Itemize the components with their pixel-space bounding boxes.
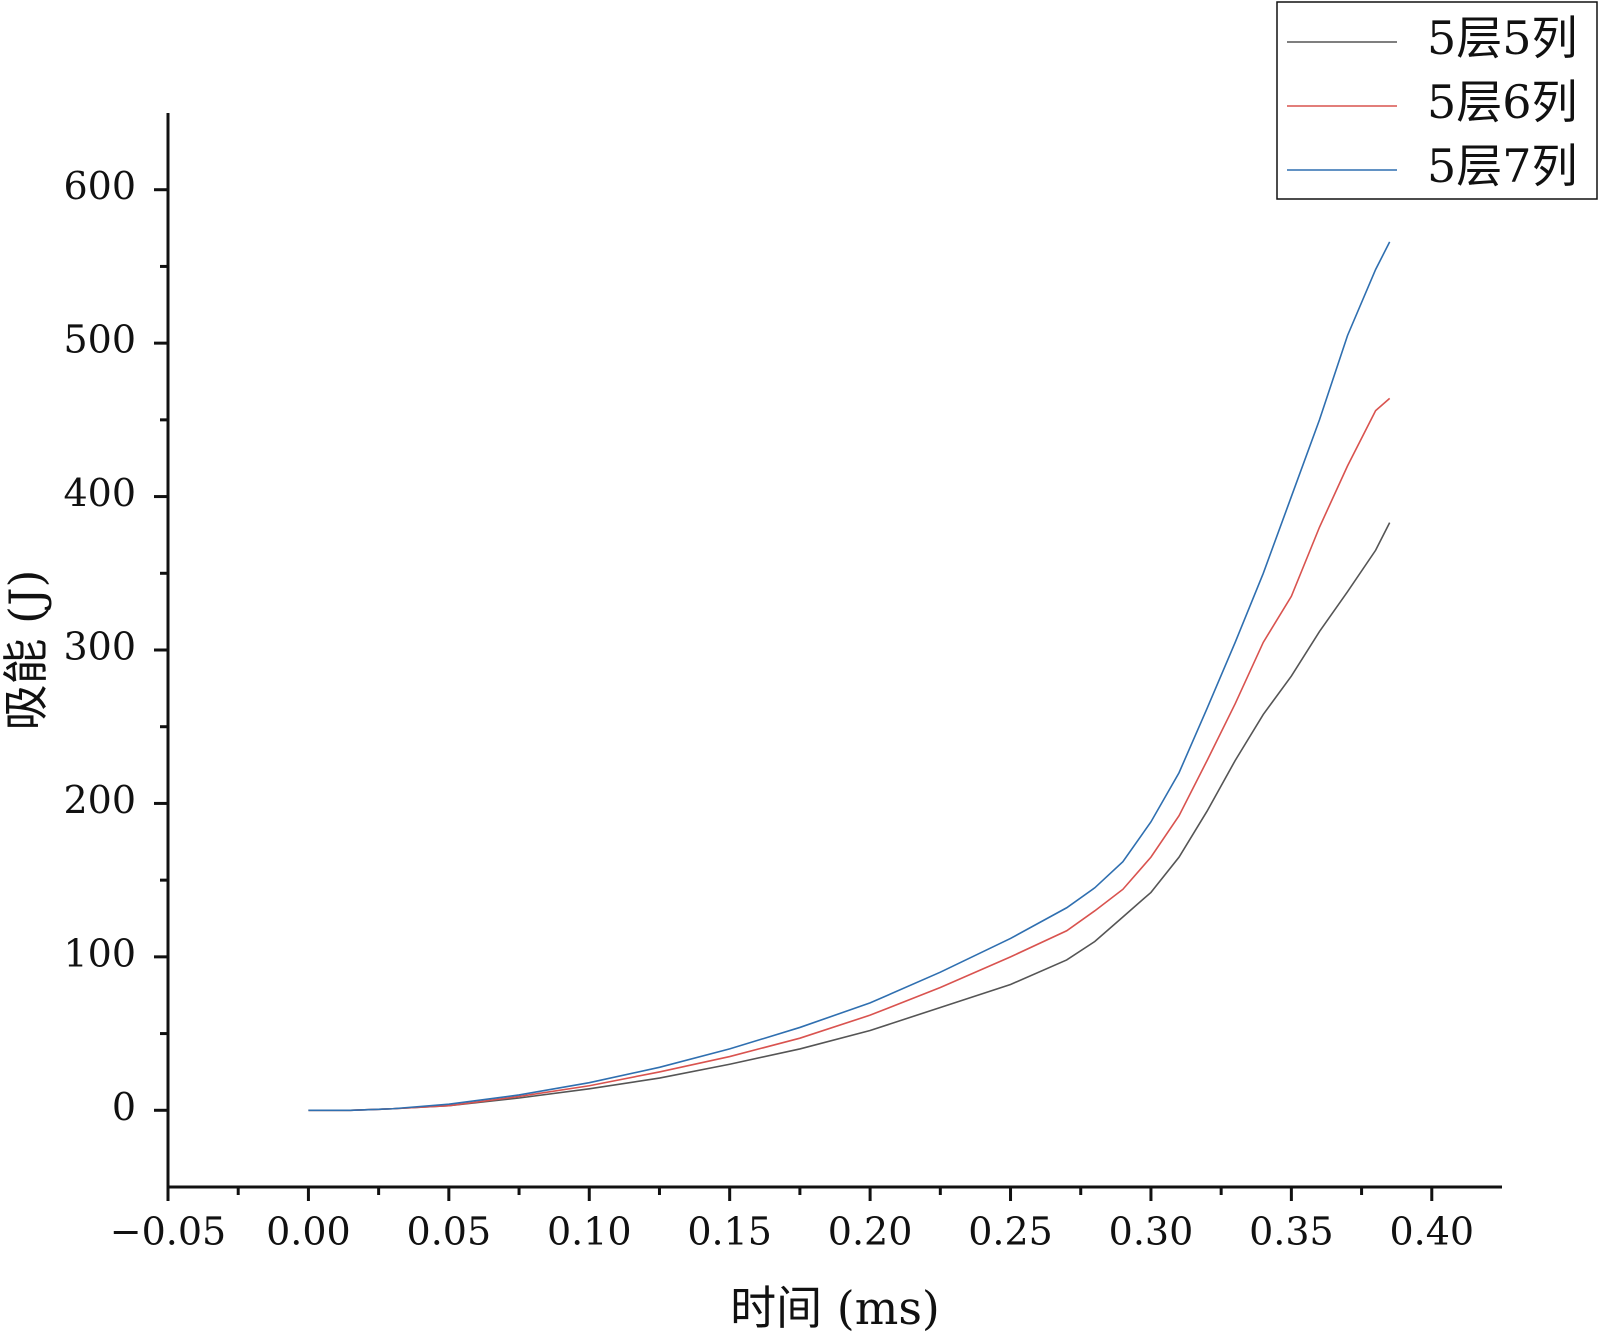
legend-label: 5层7列 bbox=[1427, 139, 1578, 193]
legend-box bbox=[1276, 1, 1598, 200]
x-tick-label: −0.05 bbox=[110, 1210, 226, 1254]
y-tick-label: 100 bbox=[63, 931, 136, 975]
x-tick-label: 0.15 bbox=[687, 1210, 772, 1254]
y-tick-label: 400 bbox=[63, 471, 136, 515]
y-tick-label: 300 bbox=[63, 625, 136, 669]
x-tick-label: 0.30 bbox=[1109, 1210, 1194, 1254]
legend-label: 5层6列 bbox=[1427, 75, 1578, 129]
x-tick-label: 0.25 bbox=[968, 1210, 1053, 1254]
x-tick-label: 0.00 bbox=[266, 1210, 351, 1254]
x-tick-label: 0.20 bbox=[828, 1210, 913, 1254]
x-axis-title: 时间 (ms) bbox=[730, 1281, 940, 1335]
x-tick-label: 0.40 bbox=[1389, 1210, 1474, 1254]
x-tick-label: 0.05 bbox=[407, 1210, 492, 1254]
data-line bbox=[308, 522, 1391, 1112]
x-tick-label: 0.35 bbox=[1249, 1210, 1334, 1254]
x-tick-label: 0.10 bbox=[547, 1210, 632, 1254]
legend-label: 5层5列 bbox=[1427, 11, 1578, 65]
data-line bbox=[308, 397, 1391, 1112]
y-tick-label: 500 bbox=[63, 318, 136, 362]
y-axis-title: 吸能 (J) bbox=[0, 570, 53, 731]
data-line bbox=[308, 241, 1391, 1112]
y-tick-label: 600 bbox=[63, 164, 136, 208]
y-tick-label: 0 bbox=[112, 1085, 136, 1129]
y-tick-label: 200 bbox=[63, 778, 136, 822]
